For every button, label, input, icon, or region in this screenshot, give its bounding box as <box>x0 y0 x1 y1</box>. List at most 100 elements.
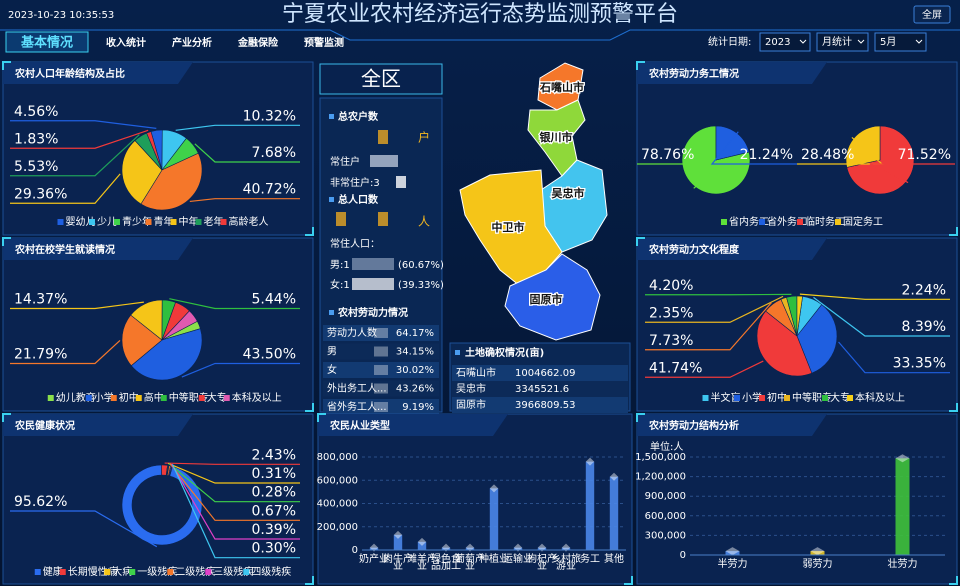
leader-line <box>869 163 955 184</box>
select-value[interactable]: 月统计 <box>822 35 852 48</box>
panel <box>2 413 314 585</box>
pie-slice <box>756 310 813 377</box>
legend-label: 四级残疾 <box>251 565 291 578</box>
leader-line <box>168 463 300 503</box>
value-label: 40.72% <box>243 182 296 198</box>
labor-title: 农村劳动力情况 <box>337 306 408 319</box>
y-tick-label: 600,000 <box>317 475 358 486</box>
value-label: 7.73% <box>649 333 693 349</box>
bar-cap <box>585 457 595 466</box>
pie-slice <box>796 295 803 337</box>
pie-slice <box>121 314 163 367</box>
resident-households: 常住户 <box>330 155 360 168</box>
region-guyuan[interactable] <box>504 253 601 341</box>
bullet <box>455 350 460 355</box>
nonresident-households: 非常住户:3 <box>330 176 380 189</box>
legend-label: 高中 <box>144 391 164 404</box>
legend-label: 青少年 <box>122 215 152 228</box>
panel-title: 农村劳动力文化程度 <box>648 243 740 256</box>
tab[interactable]: 预警监测 <box>304 36 344 49</box>
y-tick-label: 600,000 <box>645 511 686 522</box>
panel-tab <box>3 414 193 436</box>
select-box[interactable] <box>874 32 927 52</box>
legend-swatch <box>59 569 66 575</box>
y-tick-label: 900,000 <box>645 491 686 502</box>
legend-swatch <box>195 219 202 225</box>
pie-slice <box>140 152 203 211</box>
tab[interactable]: 金融保险 <box>237 36 279 49</box>
male: 男:1 <box>330 259 350 271</box>
value-label: 0.28% <box>252 485 296 501</box>
table-cell: 9.19% <box>402 402 434 413</box>
table-cell: 43.26% <box>396 384 434 395</box>
legend-swatch <box>57 219 64 225</box>
legend-label: 半文盲 <box>711 391 741 404</box>
value-label: 43.50% <box>243 347 296 363</box>
datetime: 2023-10-23 10:35:53 <box>8 10 114 21</box>
bullet <box>329 310 334 315</box>
tab[interactable]: 基本情况 <box>20 35 73 51</box>
value-label: 0.30% <box>252 541 296 557</box>
leader-line <box>168 462 300 484</box>
pie-slice <box>161 310 198 341</box>
value-label: 71.52% <box>898 147 951 163</box>
select-box[interactable] <box>759 32 811 52</box>
x-tick-label: 务工 <box>580 552 600 565</box>
table-row <box>323 362 439 378</box>
legend-swatch <box>198 395 205 401</box>
value-label: 4.56% <box>14 104 58 120</box>
bar <box>810 551 825 555</box>
table-cell: 吴忠市 <box>456 382 486 395</box>
leader-line <box>799 293 950 300</box>
select-arrow <box>799 39 807 44</box>
value-label: 1.83% <box>14 131 58 147</box>
blur <box>396 176 406 188</box>
legend-swatch <box>34 569 41 575</box>
bar <box>609 476 619 550</box>
y-tick-label: 0 <box>680 550 686 561</box>
panel-tab <box>637 414 827 436</box>
fullscreen-button[interactable] <box>913 5 951 24</box>
select-value[interactable]: 2023 <box>765 37 790 48</box>
x-tick-label: 枸杞产业 <box>527 552 557 572</box>
population-label: 总人口数 <box>338 193 379 206</box>
leader-line <box>10 301 144 310</box>
tab-active[interactable] <box>5 31 89 53</box>
table-cell: 1004662.09 <box>515 368 575 379</box>
table-cell: 劳动力人数 <box>327 326 377 339</box>
region-yinchuan[interactable] <box>527 99 586 177</box>
legend-label: 初中 <box>767 391 787 404</box>
panel-title: 农村在校学生就读情况 <box>14 243 115 256</box>
bar-cap <box>489 484 499 493</box>
legend-label: 大专 <box>830 391 850 404</box>
blur <box>378 212 388 226</box>
bar-cap <box>895 454 910 463</box>
x-tick-label: 奶产业 <box>359 552 389 565</box>
value-label: 33.35% <box>893 356 946 372</box>
legend-swatch <box>847 395 853 401</box>
leader-line <box>169 298 300 310</box>
x-tick-label: 绿色食品加工 <box>431 552 461 572</box>
select-value[interactable]: 5月 <box>880 36 896 48</box>
x-tick-label: 葡萄产业 <box>455 552 485 572</box>
value-label: 78.76% <box>641 147 694 163</box>
select-box[interactable] <box>816 32 869 52</box>
leader-line <box>164 462 300 465</box>
leader-line <box>10 340 121 365</box>
city-label: 固原市 <box>530 292 563 306</box>
legend-swatch <box>89 219 95 225</box>
tab[interactable]: 收入统计 <box>106 36 146 49</box>
tab[interactable]: 产业分析 <box>172 36 212 49</box>
leader-line <box>645 295 784 323</box>
legend-swatch <box>85 395 92 401</box>
fullscreen-label[interactable]: 全屏 <box>922 8 942 21</box>
region-name: 全区 <box>361 67 401 91</box>
legend-swatch <box>170 219 177 225</box>
legend-label: 小学 <box>94 391 114 404</box>
leader-line <box>10 173 121 204</box>
value-label: 14.37% <box>14 292 67 308</box>
value-label: 28.48% <box>801 147 854 163</box>
legend-label: 本科及以上 <box>855 391 905 404</box>
y-tick-label: 200,000 <box>317 522 358 533</box>
y-tick-label: 1,200,000 <box>635 472 686 483</box>
